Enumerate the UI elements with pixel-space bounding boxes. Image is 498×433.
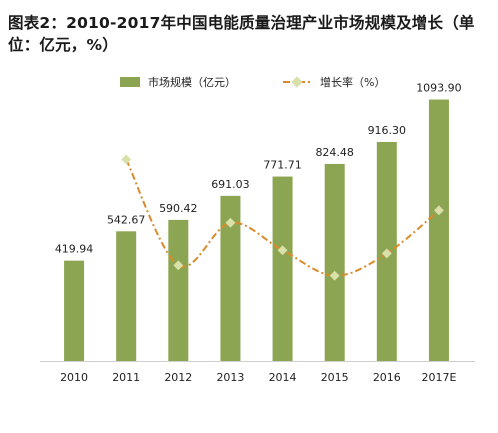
growth-marker-2012 xyxy=(173,260,184,271)
bar-2015 xyxy=(324,163,345,361)
chart-title: 图表2：2010-2017年中国电能质量治理产业市场规模及增长（单 位：亿元，%… xyxy=(8,12,494,56)
data-labels: 419.94 542.67 590.42 691.03 771.71 824.48 916.… xyxy=(55,82,462,256)
data-label-2015: 824.48 xyxy=(315,146,354,159)
x-tick-2010: 2010 xyxy=(60,371,88,384)
legend-swatch-bar xyxy=(120,77,140,87)
x-axis: 2010 2011 2012 2013 2014 2015 2016 2017E xyxy=(40,361,475,384)
x-tick-2017E: 2017E xyxy=(421,371,456,384)
bar-series xyxy=(64,99,449,362)
legend-label-growth-rate: 增长率（%） xyxy=(320,75,385,89)
growth-marker-2011 xyxy=(121,154,132,165)
legend: 市场规模（亿元） 增长率（%） xyxy=(120,75,385,89)
growth-marker-2017E xyxy=(433,205,444,216)
x-tick-2015: 2015 xyxy=(321,371,349,384)
data-label-2010: 419.94 xyxy=(55,243,94,256)
x-tick-2011: 2011 xyxy=(112,371,140,384)
growth-line-series xyxy=(121,154,444,281)
chart-title-line-2: 位：亿元，%） xyxy=(8,36,118,54)
legend-swatch-marker xyxy=(291,76,303,88)
data-label-2011: 542.67 xyxy=(107,213,146,226)
data-label-2016: 916.30 xyxy=(368,124,407,137)
x-tick-2013: 2013 xyxy=(216,371,244,384)
growth-marker-2015 xyxy=(329,270,340,281)
x-tick-2012: 2012 xyxy=(164,371,192,384)
legend-label-market-size: 市场规模（亿元） xyxy=(148,75,236,89)
growth-marker-2014 xyxy=(277,245,288,256)
bar-2014 xyxy=(272,176,293,361)
bar-2011 xyxy=(116,231,137,361)
x-tick-2014: 2014 xyxy=(269,371,297,384)
bar-2012 xyxy=(168,219,189,361)
bar-2013 xyxy=(220,195,241,361)
data-label-2012: 590.42 xyxy=(159,202,198,215)
chart-title-line-1: 图表2：2010-2017年中国电能质量治理产业市场规模及增长（单 xyxy=(8,14,475,32)
growth-marker-2013 xyxy=(225,217,236,228)
data-label-2017E: 1093.90 xyxy=(416,82,462,95)
x-tick-2016: 2016 xyxy=(373,371,401,384)
data-label-2014: 771.71 xyxy=(263,159,302,172)
bar-2010 xyxy=(64,260,85,361)
bar-2017E xyxy=(428,99,449,362)
data-label-2013: 691.03 xyxy=(211,178,250,191)
